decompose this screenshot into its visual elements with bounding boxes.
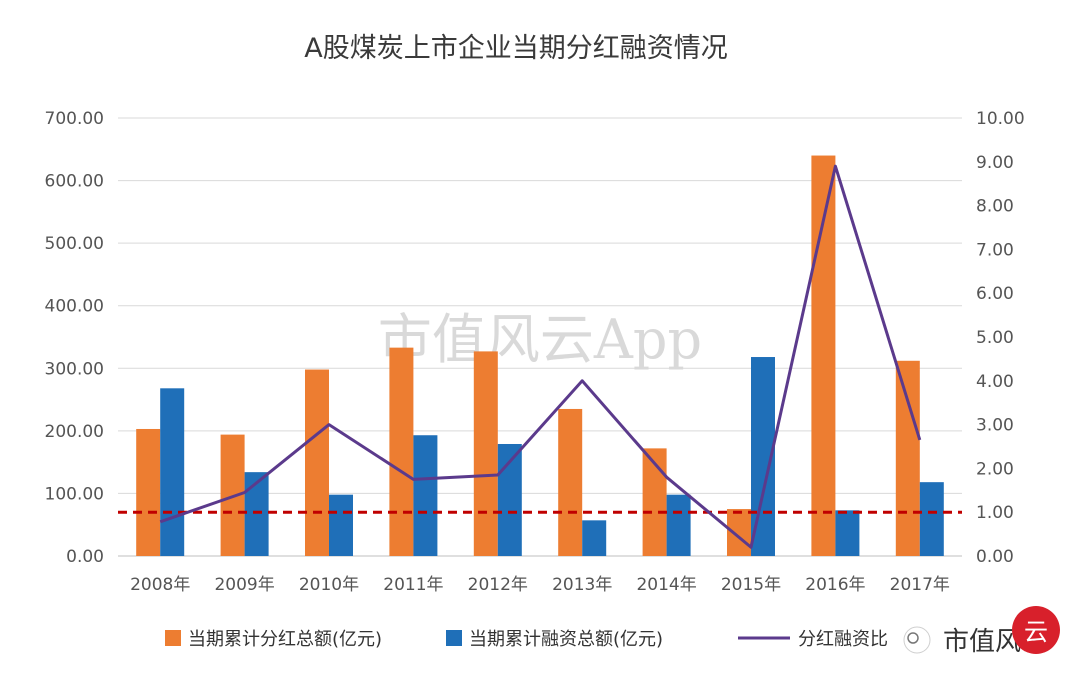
- y-right-tick-label: 9.00: [976, 153, 1014, 173]
- legend-label-ratio: 分红融资比: [798, 629, 888, 650]
- x-tick-label: 2016年: [805, 575, 865, 595]
- x-tick-label: 2012年: [468, 575, 528, 595]
- x-tick-label: 2011年: [383, 575, 443, 595]
- x-axis: 2008年 2009年 2010年 2011年 2012年 2013年 2014年 2015年…: [130, 575, 950, 595]
- y-right-tick-label: 2.00: [976, 459, 1014, 479]
- bar-dividend: [305, 369, 329, 556]
- y-left-tick-label: 0.00: [66, 547, 104, 567]
- bar-dividend: [642, 448, 667, 556]
- y-right-tick-label: 8.00: [976, 197, 1014, 217]
- x-tick-label: 2008年: [130, 575, 190, 595]
- logo-stamp-char: 云: [1024, 618, 1048, 646]
- x-tick-label: 2013年: [552, 575, 612, 595]
- y-left-tick-label: 600.00: [45, 172, 104, 192]
- bar-financing: [666, 494, 691, 556]
- x-tick-label: 2017年: [890, 575, 950, 595]
- legend-label-financing: 当期累计融资总额(亿元): [469, 629, 663, 650]
- y-right-tick-label: 6.00: [976, 284, 1014, 304]
- bar-financing: [835, 510, 860, 556]
- y-axis-right: 0.00 1.00 2.00 3.00 4.00 5.00 6.00 7.00 8.00 9.00…: [976, 109, 1025, 567]
- bar-financing: [160, 388, 185, 556]
- y-left-tick-label: 500.00: [45, 234, 104, 254]
- y-axis-left: 0.00 100.00 200.00 300.00 400.00 500.00 600.00…: [45, 109, 104, 567]
- watermark: 市值风云App: [378, 308, 702, 371]
- y-right-tick-label: 7.00: [976, 240, 1014, 260]
- y-right-tick-label: 5.00: [976, 328, 1014, 348]
- ratio-line: [159, 164, 922, 549]
- bar-financing: [413, 435, 438, 556]
- x-tick-label: 2014年: [636, 575, 696, 595]
- y-left-tick-label: 100.00: [45, 484, 104, 504]
- y-right-tick-label: 4.00: [976, 372, 1014, 392]
- bar-financing: [919, 482, 944, 556]
- y-left-tick-label: 700.00: [45, 109, 104, 129]
- wechat-icon-bubble: [907, 632, 919, 644]
- brand-logo: 市值风云 云: [903, 606, 1060, 657]
- legend-swatch-financing: [446, 630, 462, 646]
- legend-label-dividend: 当期累计分红总额(亿元): [188, 629, 382, 650]
- bar-dividend: [136, 428, 161, 556]
- y-right-tick-label: 1.00: [976, 503, 1014, 523]
- bar-dividend: [727, 509, 751, 556]
- y-right-tick-label: 0.00: [976, 547, 1014, 567]
- legend: 当期累计分红总额(亿元) 当期累计融资总额(亿元) 分红融资比: [165, 629, 888, 650]
- logo-stamp-icon: [1012, 606, 1060, 654]
- chart-title: A股煤炭上市企业当期分红融资情况: [304, 33, 727, 64]
- y-right-tick-label: 10.00: [976, 109, 1025, 129]
- bar-dividend: [895, 360, 920, 556]
- x-tick-label: 2010年: [299, 575, 359, 595]
- y-left-tick-label: 200.00: [45, 422, 104, 442]
- bar-financing: [582, 520, 607, 556]
- bar-dividend: [473, 351, 498, 556]
- bar-dividend: [558, 408, 583, 556]
- ratio-line-group: [159, 164, 922, 549]
- y-left-tick-label: 400.00: [45, 297, 104, 317]
- bar-dividend: [389, 347, 414, 556]
- y-left-tick-label: 300.00: [45, 359, 104, 379]
- x-tick-label: 2015年: [721, 575, 781, 595]
- x-tick-label: 2009年: [214, 575, 274, 595]
- y-right-tick-label: 3.00: [976, 416, 1014, 436]
- legend-swatch-dividend: [165, 630, 181, 646]
- bar-financing: [244, 472, 269, 556]
- bar-financing: [329, 494, 353, 556]
